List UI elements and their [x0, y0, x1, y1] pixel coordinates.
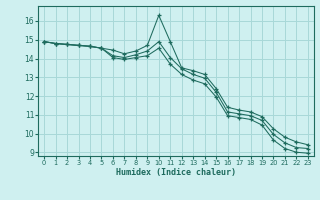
X-axis label: Humidex (Indice chaleur): Humidex (Indice chaleur): [116, 168, 236, 177]
